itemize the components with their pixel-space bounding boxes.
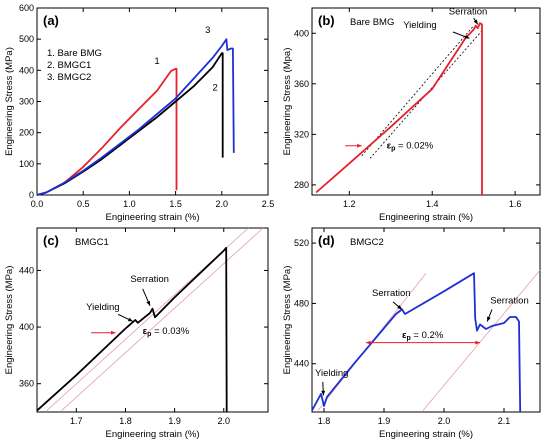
- y-tick-label: 300: [19, 97, 34, 107]
- y-tick-label: 440: [294, 359, 309, 369]
- x-tick-label: 1.6: [509, 199, 522, 209]
- plot-frame: [311, 7, 541, 196]
- panel-title: BMGC1: [75, 237, 109, 248]
- x-tick-label: 1.8: [318, 416, 331, 426]
- y-axis-label: Engineering Stress (Mpa): [282, 48, 293, 156]
- annotation-yielding: Yielding: [315, 368, 348, 379]
- y-tick-label: 400: [294, 28, 309, 38]
- x-tick-label: 0.5: [77, 199, 90, 209]
- panel-label: (c): [43, 233, 59, 248]
- yielding-arrow-head: [127, 317, 133, 322]
- x-tick-label: 2.5: [262, 199, 275, 209]
- series-line-1: [315, 22, 483, 195]
- panel-label: (d): [318, 233, 335, 248]
- x-tick-label: 1.9: [378, 416, 391, 426]
- x-tick-label: 1.9: [168, 416, 181, 426]
- serration-arrow-head: [146, 300, 151, 306]
- annotation-yielding: Yielding: [86, 302, 119, 313]
- y-tick-label: 400: [19, 322, 34, 332]
- x-tick-label: 2.1: [498, 416, 511, 426]
- y-tick-label: 360: [294, 79, 309, 89]
- x-tick-label: 2.0: [216, 199, 229, 209]
- y-tick-label: 600: [19, 3, 34, 13]
- strain-arrow-right-head: [475, 340, 480, 345]
- strain-label: εp = 0.02%: [387, 140, 434, 152]
- x-tick-label: 0.0: [31, 199, 44, 209]
- x-tick-label: 2.0: [438, 416, 451, 426]
- strain-label: εp = 0.03%: [143, 326, 190, 338]
- series-line-1: [36, 67, 178, 196]
- legend-entry: 1. Bare BMG: [47, 48, 102, 59]
- x-tick-label: 1.8: [119, 416, 132, 426]
- x-axis-label: Engineering strain (%): [106, 429, 200, 440]
- offset-line: [61, 227, 264, 411]
- legend-entry: 2. BMGC1: [47, 60, 91, 71]
- y-tick-label: 200: [19, 128, 34, 138]
- y-tick-label: 0: [29, 190, 34, 200]
- panel-title: Bare BMG: [350, 17, 394, 28]
- serration-arrow-1-head: [397, 304, 402, 310]
- curve-label-3: 3: [205, 25, 210, 36]
- offset-line: [422, 269, 541, 411]
- annotation-serration: Serration: [130, 274, 169, 285]
- panel-b: 1.2 1.4 1.6 280 320 360 400 Engineering strain …: [282, 6, 541, 223]
- y-tick-label: 440: [19, 265, 34, 275]
- strain-arrow-head: [357, 143, 362, 148]
- serration-arrow-2-head: [487, 316, 491, 322]
- annotation-serration-1: Serration: [372, 288, 411, 299]
- y-axis-label: Engineering Stress (MPa): [4, 266, 15, 375]
- curve-label-2: 2: [213, 83, 218, 94]
- series-line-1: [36, 246, 228, 413]
- serration-arrow-head: [473, 19, 478, 25]
- y-tick-label: 480: [294, 298, 309, 308]
- panel-label: (b): [318, 13, 335, 28]
- strain-label: εp = 0.2%: [402, 330, 444, 342]
- panel-c: 1.7 1.8 1.9 2.0 360 400 440 Engineering strain …: [4, 227, 269, 440]
- x-tick-label: 1.7: [70, 416, 83, 426]
- panel-title: BMGC2: [350, 237, 384, 248]
- plot-frame: [36, 227, 269, 413]
- yielding-arrow-head: [464, 34, 470, 39]
- legend-entry: 3. BMGC2: [47, 72, 91, 83]
- strain-arrow-head: [111, 330, 116, 335]
- y-tick-label: 280: [294, 180, 309, 190]
- series-line-1: [311, 272, 522, 413]
- panel-a: 0.0 0.5 1.0 1.5 2.0 2.5 0 100 200 300 400 500 600 Eng…: [4, 3, 274, 223]
- y-tick-label: 360: [19, 379, 34, 389]
- y-tick-label: 320: [294, 129, 309, 139]
- y-tick-label: 100: [19, 159, 34, 169]
- plot-frame: [311, 227, 541, 413]
- series-line-3: [36, 38, 235, 196]
- y-axis-label: Engineering Stress (MPa): [282, 266, 293, 375]
- y-tick-label: 400: [19, 65, 34, 75]
- annotation-serration-2: Serration: [490, 295, 529, 306]
- x-axis-label: Engineering strain (%): [106, 212, 200, 223]
- guide-line: [361, 25, 474, 157]
- curve-label-1: 1: [154, 56, 159, 67]
- y-tick-label: 520: [294, 238, 309, 248]
- panel-label: (a): [43, 13, 59, 28]
- x-tick-label: 1.5: [169, 199, 182, 209]
- x-tick-label: 1.4: [426, 199, 439, 209]
- x-axis-label: Engineering strain (%): [379, 429, 473, 440]
- x-axis-label: Engineering strain (%): [379, 212, 473, 223]
- panel-d: 1.8 1.9 2.0 2.1 440 480 520 Engineering strain …: [282, 227, 541, 440]
- x-tick-label: 2.0: [218, 416, 231, 426]
- annotation-yielding: Yielding: [403, 20, 436, 31]
- strain-arrow-left-head: [366, 340, 371, 345]
- y-tick-label: 500: [19, 34, 34, 44]
- yielding-arrow-head: [321, 390, 326, 396]
- y-axis-label: Engineering Stress (MPa): [4, 47, 15, 156]
- x-tick-label: 1.0: [123, 199, 136, 209]
- annotation-serration: Serration: [449, 6, 488, 17]
- x-tick-label: 1.2: [343, 199, 356, 209]
